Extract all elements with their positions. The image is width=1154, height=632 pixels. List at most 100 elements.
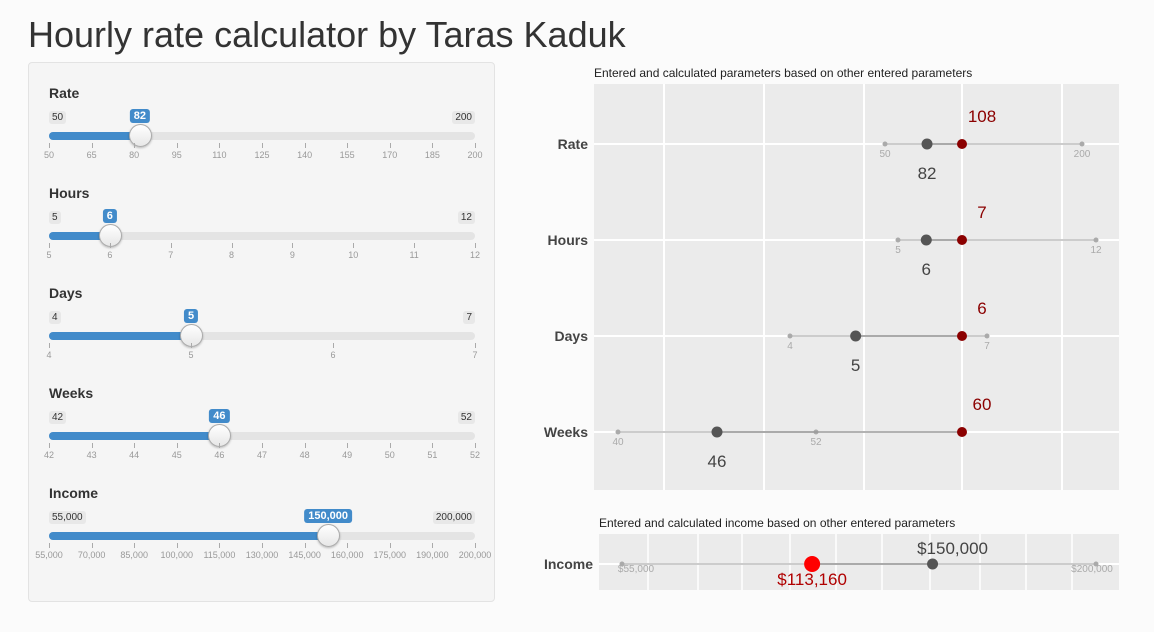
days-tick	[49, 343, 50, 348]
hours-slider[interactable]: Hours 5 12 6 5 6 7 8 9 10 11 12	[46, 185, 480, 265]
rate-entered-point	[921, 138, 933, 150]
hours-fill	[49, 232, 110, 240]
income-max-point	[1093, 561, 1099, 567]
income-tick	[475, 543, 476, 548]
weeks-calculated-point	[957, 427, 967, 437]
hours-max-point	[1093, 237, 1099, 243]
weeks-ticks: 42 43 44 45 46 47 48 49 50 51 52	[44, 443, 480, 463]
rate-handle[interactable]	[128, 124, 152, 147]
weeks-fill	[49, 432, 220, 440]
rate-tick-label: 110	[212, 150, 227, 160]
rate-tick-label: 125	[254, 150, 270, 160]
days-ticks: 4 5 6 7	[46, 343, 478, 363]
weeks-tick-label: 42	[43, 450, 55, 460]
hours-tick	[170, 243, 172, 248]
rate-tick	[219, 143, 221, 148]
rate-tick	[176, 143, 178, 148]
rate-track[interactable]	[49, 124, 475, 147]
days-tick	[191, 343, 192, 348]
rate-tick	[304, 143, 306, 148]
weeks-tick	[176, 443, 178, 448]
days-max-point	[984, 333, 990, 339]
rate-row-label: Rate	[558, 136, 589, 152]
weeks-min-label: 42	[49, 411, 67, 424]
weeks-tick-label: 50	[384, 450, 395, 460]
income-tick	[432, 543, 434, 548]
days-tick	[475, 343, 476, 348]
hours-entered-label: 6	[922, 260, 931, 279]
weeks-tick-label: 49	[342, 450, 353, 460]
income-fill	[49, 532, 329, 540]
income-row-label: Income	[544, 556, 593, 572]
rate-calculated-point	[957, 139, 967, 149]
income-tick	[134, 543, 136, 548]
weeks-tick-label: 45	[171, 450, 182, 460]
income-ticks: 55,000 70,000 85,000 100,000 115,000 130,000 1…	[35, 543, 491, 563]
income-label: Income	[49, 485, 99, 501]
rate-min-label: 50	[49, 111, 67, 124]
weeks-tick-label: 48	[299, 450, 310, 460]
hours-calculated-point	[957, 235, 967, 245]
rate-max-label: 200	[452, 111, 475, 124]
rate-tick	[49, 143, 50, 148]
hours-track[interactable]	[49, 224, 475, 247]
days-min-label: 4	[787, 341, 793, 352]
weeks-tick	[432, 443, 434, 448]
weeks-min-label: 40	[612, 437, 624, 448]
income-min-label: 55,000	[49, 511, 86, 524]
days-row-label: Days	[555, 328, 589, 344]
rate-tick-label: 200	[467, 150, 483, 160]
weeks-tick	[134, 443, 136, 448]
income-tick-label: 160,000	[330, 550, 364, 560]
income-tick	[347, 543, 349, 548]
hours-tick	[414, 243, 416, 248]
income-tick-label: 130,000	[245, 550, 279, 560]
weeks-tick-label: 43	[86, 450, 97, 460]
weeks-track[interactable]	[49, 424, 475, 447]
days-max-label: 7	[463, 311, 475, 324]
income-tick	[176, 543, 178, 548]
income-tick	[49, 543, 50, 548]
hours-label: Hours	[49, 185, 90, 201]
income-chart-title: Entered and calculated income based on o…	[599, 516, 956, 530]
weeks-tick-label: 51	[427, 450, 438, 460]
hours-min-label: 5	[895, 245, 901, 256]
income-handle[interactable]	[317, 524, 341, 547]
days-track[interactable]	[49, 324, 475, 347]
days-tick-label: 7	[472, 350, 478, 360]
rate-tick-label: 95	[171, 150, 182, 160]
weeks-tick-label: 47	[256, 450, 268, 460]
sidebar-panel: Rate 50 200 82 50 65 80 95 110 125 140 155 170 185 20…	[28, 62, 495, 602]
income-tick	[219, 543, 221, 548]
days-max-label: 7	[984, 341, 990, 352]
income-tick	[389, 543, 391, 548]
days-entered-label: 5	[851, 356, 860, 375]
days-min-label: 4	[49, 311, 61, 324]
income-max-label: 200,000	[432, 511, 475, 524]
income-tick-label: 100,000	[160, 550, 194, 560]
hours-tick-label: 5	[46, 250, 52, 260]
weeks-label: Weeks	[49, 385, 94, 401]
income-track[interactable]	[49, 524, 475, 547]
weeks-slider[interactable]: Weeks 42 52 46 42 43 44 45 46 47 48 49 50 51 52	[44, 385, 480, 465]
income-slider[interactable]: Income 55,000 200,000 150,000 55,000 70,000 8…	[35, 485, 491, 565]
rate-tick-label: 155	[339, 150, 355, 160]
days-value-label: 5	[183, 309, 199, 323]
params-chart: Rate 50 200 82 108 Hours 5 12 6 7 Days 4 7 5 6 Weeks 40 5…	[544, 84, 1119, 490]
income-tick-label: 55,000	[35, 550, 63, 560]
hours-tick-label: 6	[107, 250, 113, 260]
hours-ticks: 5 6 7 8 9 10 11 12	[46, 243, 480, 263]
rate-tick	[134, 143, 136, 148]
hours-tick-label: 8	[229, 250, 235, 260]
hours-min-point	[895, 237, 901, 243]
income-tick-label: 115,000	[203, 550, 236, 560]
rate-tick-label: 80	[129, 150, 140, 160]
income-tick	[262, 543, 263, 548]
days-slider[interactable]: Days 4 7 5 4 5 6 7	[46, 285, 478, 365]
rate-tick	[91, 143, 93, 148]
rate-tick	[432, 143, 434, 148]
weeks-row-label: Weeks	[544, 424, 588, 440]
rate-max-label: 200	[1074, 149, 1091, 160]
rate-slider[interactable]: Rate 50 200 82 50 65 80 95 110 125 140 155 170 185 20…	[44, 85, 483, 165]
rate-fill	[49, 132, 140, 140]
